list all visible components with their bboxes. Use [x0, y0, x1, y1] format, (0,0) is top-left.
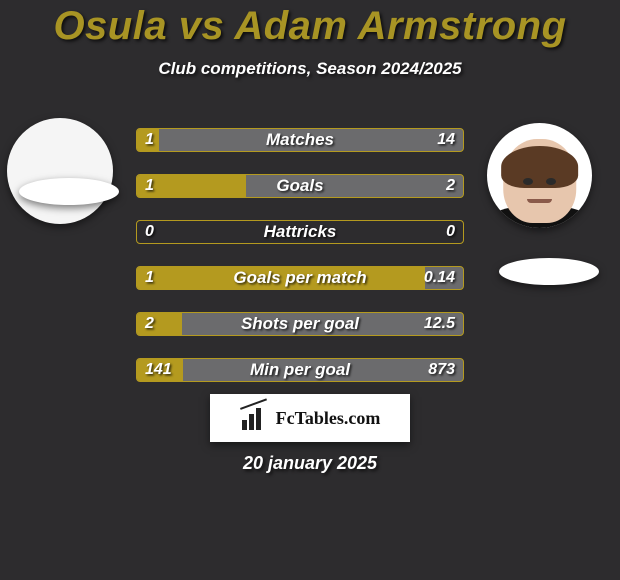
fctables-icon: [240, 404, 270, 432]
avatar-eye: [523, 178, 534, 185]
stat-label: Goals per match: [137, 267, 463, 289]
page-title: Osula vs Adam Armstrong: [0, 0, 620, 49]
player1-avatar: [7, 118, 113, 224]
stat-label: Matches: [137, 129, 463, 151]
player2-club-badge: [499, 258, 599, 285]
stat-label: Shots per goal: [137, 313, 463, 335]
avatar-hair: [501, 146, 579, 188]
fctables-text: FcTables.com: [276, 408, 381, 429]
stat-row: 10.14Goals per match: [136, 266, 464, 290]
player1-club-badge: [19, 178, 119, 205]
stat-row: 114Matches: [136, 128, 464, 152]
stat-bars: 114Matches 12Goals 00Hattricks 10.14Goals p…: [136, 128, 464, 404]
player2-avatar: [487, 123, 592, 228]
stat-row: 141873Min per goal: [136, 358, 464, 382]
fctables-watermark: FcTables.com: [210, 394, 410, 442]
stat-label: Hattricks: [137, 221, 463, 243]
stat-row: 212.5Shots per goal: [136, 312, 464, 336]
stat-label: Min per goal: [137, 359, 463, 381]
stat-row: 12Goals: [136, 174, 464, 198]
subtitle: Club competitions, Season 2024/2025: [0, 59, 620, 79]
avatar-eye: [546, 178, 557, 185]
stat-row: 00Hattricks: [136, 220, 464, 244]
stat-label: Goals: [137, 175, 463, 197]
date-stamp: 20 january 2025: [0, 453, 620, 474]
avatar-mouth: [527, 199, 552, 203]
